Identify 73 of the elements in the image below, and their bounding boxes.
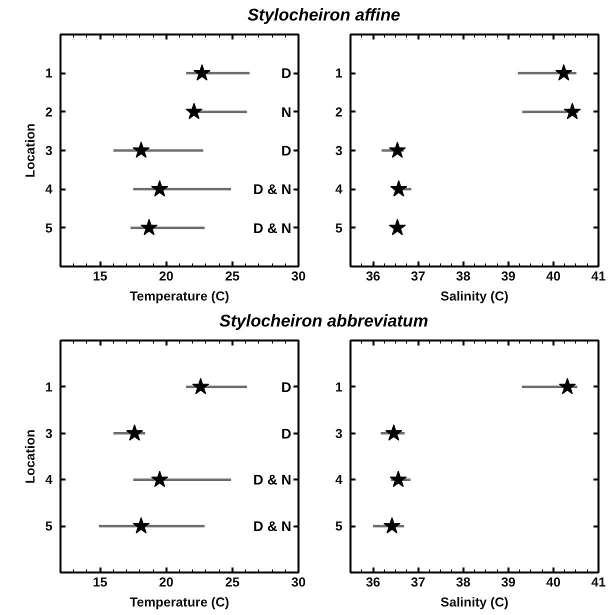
point xyxy=(132,142,150,158)
y-tick-label: 3 xyxy=(335,426,343,441)
x-axis-title: Temperature (C) xyxy=(130,594,230,610)
annotation: D & N xyxy=(253,220,292,236)
point xyxy=(558,378,576,394)
annotation: D xyxy=(281,378,292,395)
y-tick-label: 2 xyxy=(45,104,53,120)
y-tick-label: 4 xyxy=(45,472,54,488)
x-tick-label: 40 xyxy=(546,268,561,284)
point xyxy=(555,64,572,81)
x-tick-label: 39 xyxy=(501,574,516,590)
y-tick-label: 5 xyxy=(45,220,53,236)
x-tick-label: 36 xyxy=(366,574,380,590)
annotation: D xyxy=(281,142,292,158)
y-tick-label: 1 xyxy=(45,66,53,81)
x-tick-label: 20 xyxy=(159,268,174,284)
x-tick-label: 25 xyxy=(225,268,240,284)
x-tick-label: 36 xyxy=(366,268,380,284)
y-tick-label: 5 xyxy=(335,220,343,236)
y-tick-label: 4 xyxy=(335,472,344,488)
point xyxy=(151,180,168,197)
annotation: D & N xyxy=(253,181,292,198)
y-tick-label: 3 xyxy=(45,426,53,441)
x-tick-label: 37 xyxy=(410,574,426,590)
x-axis-title: Salinity (C) xyxy=(440,288,508,304)
y-tick-label: 4 xyxy=(335,182,344,197)
point xyxy=(564,102,581,120)
point xyxy=(385,424,402,441)
point xyxy=(126,424,144,441)
y-tick-label: 5 xyxy=(45,518,53,534)
x-tick-label: 30 xyxy=(291,574,306,590)
chart-title: Stylocheiron abbreviatum xyxy=(219,311,428,330)
point xyxy=(192,378,210,394)
x-tick-label: 38 xyxy=(456,574,470,590)
point xyxy=(390,470,407,488)
y-tick-label: 1 xyxy=(45,379,53,394)
annotation: D & N xyxy=(253,518,292,534)
x-tick-label: 15 xyxy=(92,268,108,284)
point xyxy=(185,102,203,120)
y-tick-label: 4 xyxy=(45,182,54,197)
x-tick-label: 25 xyxy=(225,574,240,590)
y-axis-title: Location xyxy=(22,429,38,484)
x-tick-label: 37 xyxy=(410,268,426,284)
x-tick-label: 15 xyxy=(92,574,108,590)
x-tick-label: 38 xyxy=(456,268,470,284)
y-tick-label: 1 xyxy=(335,379,343,394)
point xyxy=(390,180,408,197)
x-tick-label: 30 xyxy=(291,268,306,284)
y-tick-label: 1 xyxy=(335,66,343,81)
annotation: D xyxy=(281,65,292,82)
point xyxy=(140,218,158,236)
annotation: D & N xyxy=(253,472,292,488)
y-tick-label: 3 xyxy=(45,143,53,158)
y-tick-label: 3 xyxy=(335,143,343,158)
point xyxy=(151,470,168,488)
annotation: D xyxy=(281,425,292,442)
point xyxy=(132,517,150,534)
x-tick-label: 39 xyxy=(501,268,516,284)
y-tick-label: 2 xyxy=(335,104,343,120)
x-tick-label: 20 xyxy=(159,574,174,590)
point xyxy=(383,517,401,534)
x-axis-title: Temperature (C) xyxy=(130,288,230,304)
x-tick-label: 41 xyxy=(591,574,606,590)
annotation: N xyxy=(281,104,292,120)
point xyxy=(193,64,211,81)
y-axis-title: Location xyxy=(22,123,38,178)
point xyxy=(388,142,406,158)
x-tick-label: 40 xyxy=(546,574,561,590)
x-tick-label: 41 xyxy=(591,268,606,284)
y-tick-label: 5 xyxy=(335,518,343,534)
chart-title: Stylocheiron affine xyxy=(247,5,400,24)
point xyxy=(388,218,406,236)
x-axis-title: Salinity (C) xyxy=(440,594,508,610)
